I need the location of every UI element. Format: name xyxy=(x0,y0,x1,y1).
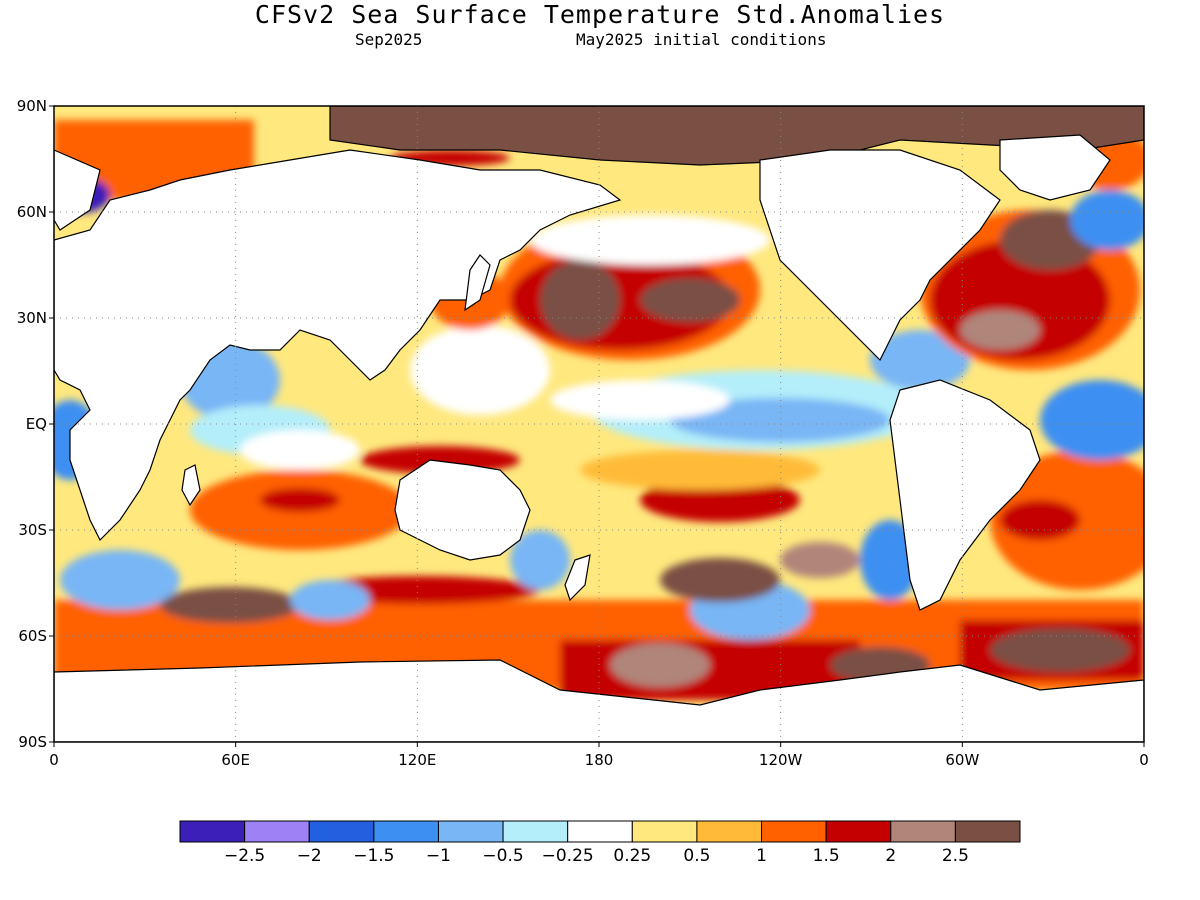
lon-label: 60E xyxy=(221,751,250,769)
anomaly-field xyxy=(54,106,1144,742)
colorbar-swatch xyxy=(179,820,246,843)
initial-conditions: May2025 initial conditions xyxy=(576,30,827,49)
anomaly-patch xyxy=(640,278,740,322)
lon-label: 0 xyxy=(49,751,59,769)
colorbar-label: 0.25 xyxy=(613,846,651,866)
colorbar-label: 2.5 xyxy=(942,846,969,866)
anomaly-patch xyxy=(530,215,770,265)
lat-label: 60N xyxy=(17,203,47,221)
anomaly-patch xyxy=(870,330,970,390)
anomaly-patch xyxy=(670,398,890,442)
lon-label: 120E xyxy=(398,751,436,769)
colorbar-swatch xyxy=(954,820,1021,843)
forecast-month: Sep2025 xyxy=(355,30,423,49)
lat-label: 30N xyxy=(17,309,47,327)
lon-label: 180 xyxy=(585,751,614,769)
colorbar-swatch xyxy=(761,820,827,843)
land-masses xyxy=(54,106,1144,742)
anomaly-patch xyxy=(540,260,620,340)
anomaly-patch xyxy=(410,325,550,415)
colorbar-swatch xyxy=(437,820,504,843)
anomaly-patch xyxy=(990,628,1130,672)
colorbar-label: 1 xyxy=(756,846,767,866)
gridlines xyxy=(54,106,1144,742)
new-zealand-landmass xyxy=(564,554,591,602)
lon-label: 120W xyxy=(759,751,803,769)
anomaly-patch xyxy=(1000,500,1080,540)
japan-landmass xyxy=(464,254,491,312)
colorbar-label: −1 xyxy=(426,846,451,866)
australia-landmass xyxy=(394,459,531,561)
lat-label: 90N xyxy=(17,97,47,115)
colorbar-label: −1.5 xyxy=(353,846,394,866)
colorbar-swatch xyxy=(696,820,763,843)
antarctica-landmass xyxy=(54,659,1144,742)
colorbar-label: 1.5 xyxy=(813,846,840,866)
colorbar-label: 0.5 xyxy=(683,846,710,866)
south-america-landmass xyxy=(889,379,1041,611)
anomaly-patch xyxy=(260,488,340,512)
lat-label: EQ xyxy=(26,415,47,433)
anomaly-patch xyxy=(580,450,820,490)
latitude-labels: 90N 60N 30N EQ 30S 60S 90S xyxy=(17,97,47,751)
anomaly-patch xyxy=(550,380,730,420)
colorbar-label: −0.5 xyxy=(482,846,523,866)
colorbar-label: −2 xyxy=(297,846,322,866)
madagascar-landmass xyxy=(181,464,201,507)
colorbar-swatch xyxy=(308,820,375,843)
eurasia-africa-landmass xyxy=(54,149,622,542)
lon-label: 0 xyxy=(1139,751,1149,769)
colorbar-label: −0.25 xyxy=(542,846,594,866)
colorbar-label: 2 xyxy=(885,846,896,866)
europe-landmass xyxy=(54,149,101,231)
anomaly-patch xyxy=(960,310,1040,350)
colorbar-swatch xyxy=(373,820,439,843)
anomaly-patch xyxy=(1040,380,1144,460)
anomaly-patch xyxy=(780,542,860,578)
axis-ticks xyxy=(49,105,1145,747)
lat-label: 60S xyxy=(18,627,47,645)
colorbar-swatch xyxy=(244,820,310,843)
lat-label: 30S xyxy=(18,521,47,539)
colorbar-swatch xyxy=(825,820,892,843)
anomaly-patch xyxy=(60,550,180,610)
colorbar xyxy=(179,820,1021,843)
chart-title: CFSv2 Sea Surface Temperature Std.Anomal… xyxy=(254,0,946,29)
colorbar-swatch xyxy=(631,820,698,843)
greenland-landmass xyxy=(999,134,1111,201)
colorbar-label: −2.5 xyxy=(224,846,265,866)
colorbar-swatch xyxy=(890,820,956,843)
anomaly-patch xyxy=(610,643,710,687)
anomaly-patch xyxy=(660,558,780,602)
anomaly-patch xyxy=(240,430,360,470)
anomaly-patch xyxy=(1070,190,1144,250)
colorbar-swatch xyxy=(502,820,569,843)
anomaly-patch xyxy=(160,587,300,623)
anomaly-patch xyxy=(290,580,370,620)
lon-label: 60W xyxy=(945,751,979,769)
north-america-landmass xyxy=(759,149,1001,362)
lat-label: 90S xyxy=(18,733,47,751)
anomaly-patch xyxy=(510,530,570,590)
colorbar-swatch xyxy=(567,820,633,843)
longitude-labels: 0 60E 120E 180 120W 60W 0 xyxy=(49,751,1149,769)
colorbar-labels: −2.5 −2 −1.5 −1 −0.5 −0.25 0.25 0.5 1 1.5 2 2.5 xyxy=(224,846,969,866)
